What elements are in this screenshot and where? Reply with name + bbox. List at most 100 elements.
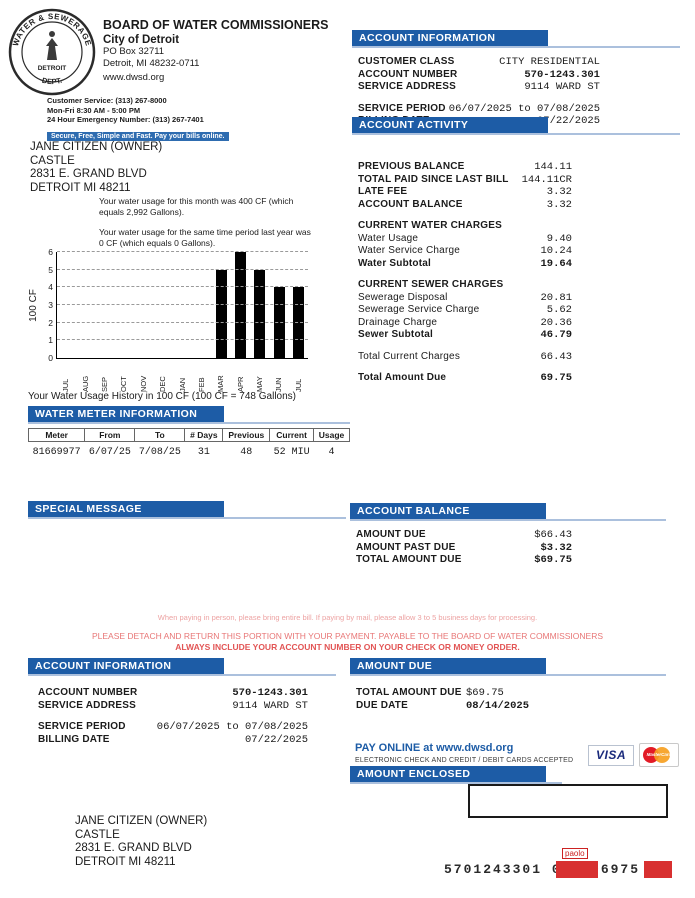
meter-table-row: 81669977 6/07/25 7/08/25 31 48 52 MIU 4 (29, 442, 350, 458)
stub-amount-due-section: AMOUNT DUE TOTAL AMOUNT DUE $69.75 DUE DAT… (350, 658, 666, 712)
meter-table-cell: 81669977 (32, 447, 81, 458)
field-row: LATE FEE 3.32 (358, 186, 572, 199)
field-label: ACCOUNT NUMBER (358, 68, 458, 80)
field-value: 69.75 (540, 372, 572, 384)
contact-block: Customer Service: (313) 267-8000 Mon-Fri… (47, 96, 277, 143)
field-row: TOTAL PAID SINCE LAST BILL 144.11CR (358, 174, 572, 187)
field-row: TOTAL AMOUNT DUE $69.75 (356, 687, 616, 700)
field-row: SERVICE PERIOD 06/07/2025 to 07/08/2025 (358, 103, 600, 116)
chart-xtick-label: FEB (196, 377, 206, 392)
chart-xtick-label: OCT (119, 376, 129, 392)
field-label: BILLING DATE (38, 733, 110, 745)
field-label: TOTAL PAID SINCE LAST BILL (358, 173, 509, 185)
usage-notes: Your water usage for this month was 400 … (99, 196, 317, 248)
chart-xtick-label: NOV (138, 375, 148, 392)
usage-bar (273, 287, 285, 358)
usage-bar (215, 269, 227, 358)
water-meter-header: WATER METER INFORMATION (28, 406, 350, 424)
payment-notice-bring-bill: When paying in person, please bring enti… (157, 613, 538, 622)
amount-enclosed-section: AMOUNT ENCLOSED (350, 766, 562, 784)
field-value: 19.64 (540, 257, 572, 270)
payment-notice-detach: PLEASE DETACH AND RETURN THIS PORTION WI… (91, 631, 604, 641)
special-message-title: SPECIAL MESSAGE (28, 501, 224, 517)
field-row: DUE DATE 08/14/2025 (356, 700, 616, 713)
field-label: Drainage Charge (358, 316, 438, 328)
chart-xtick-label: JAN (177, 377, 187, 392)
mastercard-logo: MasterCard (639, 743, 679, 767)
account-information-section: ACCOUNT INFORMATION CUSTOMER CLASS CITY R… (352, 30, 680, 128)
chart-gridline (57, 321, 308, 323)
meter-table-cell: 4 (328, 447, 335, 458)
field-label: Water Service Charge (358, 245, 460, 256)
usage-chart-main: JUL AUG SEP OCT NOV DEC JAN FEB MAR APR MAY JUN JUL (56, 251, 308, 392)
field-label: TOTAL AMOUNT DUE (356, 554, 462, 565)
payment-notice-account-number: ALWAYS INCLUDE YOUR ACCOUNT NUMBER ON YO… (175, 642, 520, 652)
meter-column-header: To (134, 428, 186, 442)
red-stamp-block (556, 861, 598, 878)
recipient-line: DETROIT MI 48211 (30, 181, 131, 194)
meter-table-cell: 52 MIU (273, 447, 310, 458)
field-label: Sewerage Service Charge (358, 304, 480, 315)
field-value: 3.32 (546, 198, 572, 211)
field-label: Total Amount Due (358, 372, 447, 383)
account-information-header: ACCOUNT INFORMATION (352, 30, 680, 48)
chart-xtick-label: JUL (61, 378, 71, 392)
field-value: 9114 WARD ST (524, 81, 600, 93)
field-value: $3.32 (540, 541, 572, 554)
meter-table-cell: 48 (240, 447, 253, 458)
meter-table-cell: 6/07/25 (88, 447, 131, 458)
svg-text:DEPT.: DEPT. (41, 76, 63, 86)
meter-column-header: Previous (222, 428, 271, 442)
red-stamp-text: paolo (562, 848, 588, 859)
account-activity-title: ACCOUNT ACTIVITY (352, 117, 548, 133)
usage-chart: 100 CF 0 1 2 3 4 5 6 JUL AUG SEP OCT NOV DEC JAN FEB M… (26, 247, 308, 392)
account-information-title: ACCOUNT INFORMATION (352, 30, 548, 46)
chart-column (212, 269, 231, 358)
field-value: $66.43 (534, 529, 572, 541)
water-meter-title: WATER METER INFORMATION (28, 406, 224, 422)
field-row: ACCOUNT NUMBER 570-1243.301 (358, 69, 600, 82)
field-label: Total Current Charges (358, 350, 461, 362)
stub-account-information-rows: ACCOUNT NUMBER 570-1243.301 SERVICE ADDRES… (38, 687, 308, 746)
field-row: ACCOUNT NUMBER 570-1243.301 (38, 687, 308, 700)
stub-amount-due-rows: TOTAL AMOUNT DUE $69.75 DUE DATE 08/14/2025 (356, 687, 616, 712)
field-row: SERVICE PERIOD 06/07/2025 to 07/08/2025 (38, 721, 308, 734)
field-label: LATE FEE (358, 186, 408, 197)
field-value: $69.75 (534, 554, 572, 566)
usage-bar (292, 287, 304, 358)
pay-online-note: PAY ONLINE at www.dwsd.org (355, 742, 514, 754)
field-label: DUE DATE (356, 699, 408, 711)
field-row: AMOUNT DUE $66.43 (356, 529, 572, 542)
meter-table-body: 81669977 6/07/25 7/08/25 31 48 52 MIU 4 (29, 442, 350, 458)
amount-enclosed-box[interactable] (468, 784, 668, 818)
mastercard-wordmark: MasterCard (646, 752, 672, 757)
meter-column-header: Meter (27, 428, 86, 442)
spirit-statue-icon (46, 31, 58, 60)
org-city-zip: Detroit, MI 48232-0711 (103, 57, 200, 69)
chart-xtick-label: AUG (80, 375, 90, 392)
usage-chart-caption: Your Water Usage History in 100 CF (100 … (28, 391, 296, 402)
field-label: SERVICE ADDRESS (38, 699, 137, 711)
field-row: TOTAL AMOUNT DUE $69.75 (356, 554, 572, 567)
chart-ytick-label: 6 (48, 247, 53, 257)
chart-xtick-label: JUL (293, 378, 303, 392)
field-value: 144.11CR (521, 173, 572, 186)
field-row: Drainage Charge 20.36 (358, 317, 572, 330)
chart-column (289, 287, 308, 358)
chart-xtick-label: APR (235, 376, 245, 392)
field-label: SERVICE ADDRESS (358, 81, 457, 92)
chart-ytick-label: 2 (48, 317, 53, 328)
special-message-section: SPECIAL MESSAGE (28, 501, 346, 519)
account-activity-header: ACCOUNT ACTIVITY (352, 117, 680, 135)
org-pobox: PO Box 32711 (103, 46, 165, 57)
field-row: PREVIOUS BALANCE 144.11 (358, 161, 572, 174)
stub-recipient-line: 2831 E. GRAND BLVD (75, 842, 192, 854)
field-label: ACCOUNT NUMBER (38, 687, 138, 698)
field-label: AMOUNT DUE (356, 529, 426, 540)
meter-column-header: Usage (312, 428, 351, 442)
ocr-account-line: 5701243301 000006975 4 (444, 862, 660, 877)
field-row: ACCOUNT BALANCE 3.32 (358, 199, 572, 212)
water-meter-table: Meter From To # Days Previous Current Usage 81… (27, 428, 351, 458)
recipient-line: 2831 E. GRAND BLVD (30, 168, 147, 180)
field-label: TOTAL AMOUNT DUE (356, 687, 462, 698)
